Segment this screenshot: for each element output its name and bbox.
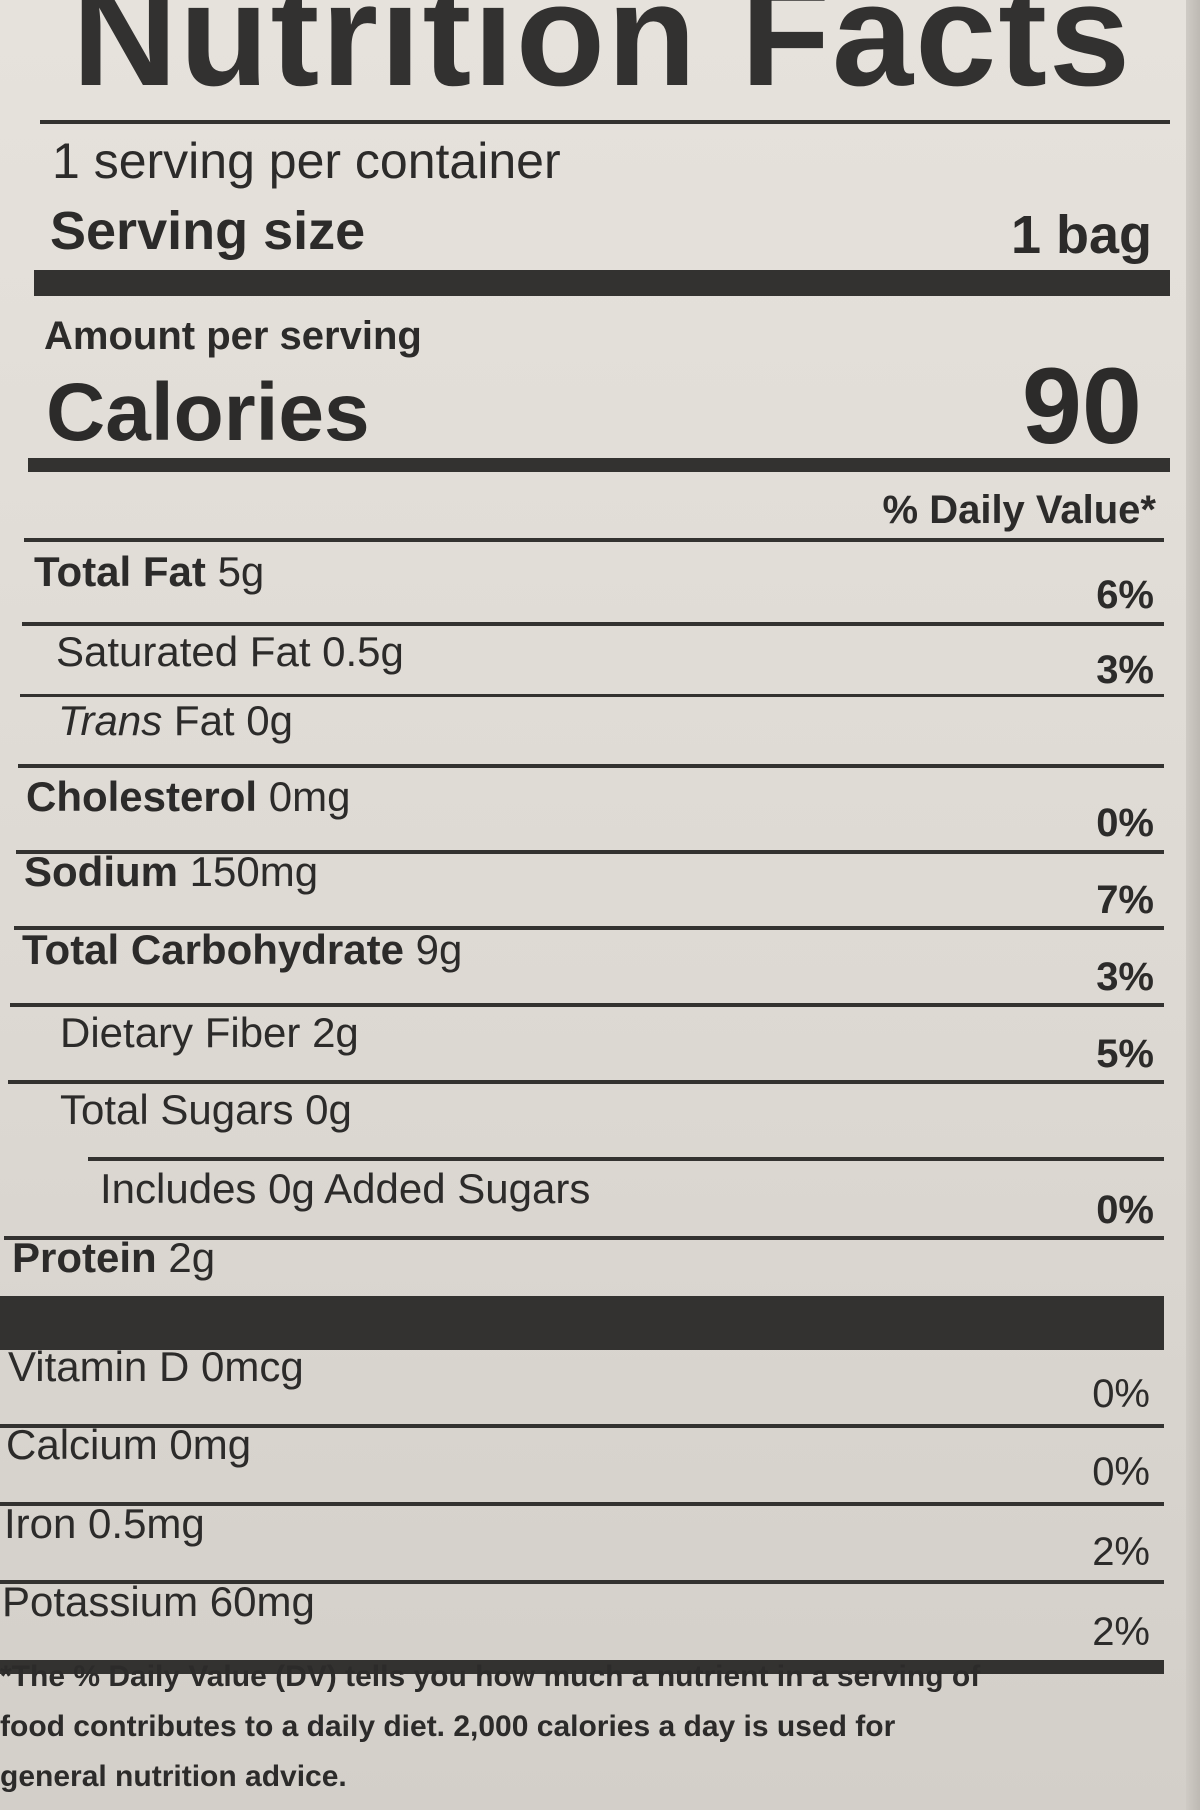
thick-rule-footnote bbox=[0, 1660, 1164, 1674]
row-rule bbox=[0, 1424, 1164, 1428]
vitamin-name: Potassium bbox=[2, 1578, 199, 1625]
vitamin-row-vitamin-d: Vitamin D 0mcg bbox=[8, 1346, 304, 1388]
nutrient-row-cholesterol: Cholesterol 0mg bbox=[26, 776, 350, 818]
vitamin-amount: 0mg bbox=[169, 1421, 252, 1468]
vitamin-amount: 0.5mg bbox=[88, 1500, 205, 1547]
vitamin-amount: 60mg bbox=[209, 1578, 315, 1625]
footnote-line-3: general nutrition advice. bbox=[0, 1760, 347, 1793]
nutrient-row-total-fat: Total Fat 5g bbox=[34, 551, 264, 593]
row-rule bbox=[10, 1003, 1164, 1007]
nutrient-amount: 0.5g bbox=[322, 628, 404, 675]
nutrient-dv-total-carbohydrate: 3% bbox=[1096, 955, 1154, 999]
row-rule bbox=[4, 1236, 1164, 1240]
nutrient-dv-sodium: 7% bbox=[1096, 878, 1154, 922]
vitamin-name: Vitamin D bbox=[8, 1343, 190, 1390]
nutrient-dv-added-sugars: 0% bbox=[1096, 1188, 1154, 1232]
nutrient-name: Includes 0g Added Sugars bbox=[100, 1165, 591, 1212]
nutrient-amount: 5g bbox=[217, 548, 265, 595]
label-edge-shadow bbox=[1186, 0, 1200, 1810]
nutrient-name: Saturated Fat bbox=[56, 628, 311, 675]
vitamin-row-calcium: Calcium 0mg bbox=[6, 1424, 251, 1466]
row-rule bbox=[16, 850, 1164, 854]
serving-size-value: 1 bag bbox=[1010, 205, 1152, 265]
amount-per-serving: Amount per serving bbox=[44, 314, 422, 358]
nutrient-row-trans-fat: Trans Fat 0g bbox=[58, 700, 293, 742]
vitamin-dv-calcium: 0% bbox=[1092, 1450, 1150, 1494]
row-rule bbox=[22, 622, 1164, 626]
nutrient-row-total-sugars: Total Sugars 0g bbox=[60, 1089, 352, 1131]
nutrient-dv-saturated-fat: 3% bbox=[1096, 648, 1154, 692]
nutrient-row-added-sugars: Includes 0g Added Sugars bbox=[100, 1168, 590, 1210]
row-rule bbox=[8, 1080, 1164, 1084]
thick-rule-calories bbox=[28, 458, 1170, 472]
nutrient-name: Cholesterol bbox=[26, 773, 258, 820]
nutrient-amount: 2g bbox=[168, 1234, 216, 1281]
vitamin-name: Iron bbox=[4, 1500, 77, 1547]
nutrient-amount: 2g bbox=[312, 1009, 359, 1056]
nutrient-name: Dietary Fiber bbox=[60, 1009, 301, 1056]
nutrient-row-protein: Protein 2g bbox=[12, 1237, 215, 1279]
row-rule bbox=[20, 694, 1164, 697]
nutrient-row-saturated-fat: Saturated Fat 0.5g bbox=[56, 631, 404, 673]
nutrient-amount: 0g bbox=[305, 1086, 352, 1133]
rule-dv-header bbox=[24, 538, 1164, 542]
daily-value-header: % Daily Value* bbox=[882, 488, 1156, 532]
nutrient-name: Sodium bbox=[24, 848, 178, 895]
nutrient-amount: 0g bbox=[246, 697, 293, 744]
nutrient-dv-dietary-fiber: 5% bbox=[1096, 1032, 1154, 1076]
vitamin-row-potassium: Potassium 60mg bbox=[2, 1581, 315, 1623]
nutrient-dv-cholesterol: 0% bbox=[1096, 801, 1154, 845]
nutrient-dv-total-fat: 6% bbox=[1096, 573, 1154, 617]
nutrient-amount: 150mg bbox=[189, 848, 319, 895]
vitamin-name: Calcium bbox=[6, 1421, 158, 1468]
vitamin-dv-vitamin-d: 0% bbox=[1092, 1372, 1150, 1416]
nutrient-name: Protein bbox=[12, 1234, 157, 1281]
row-rule bbox=[18, 764, 1164, 768]
vitamin-dv-iron: 2% bbox=[1092, 1530, 1150, 1574]
title-rule bbox=[40, 120, 1170, 124]
row-rule bbox=[0, 1502, 1164, 1506]
nutrient-name: Total Sugars bbox=[60, 1086, 294, 1133]
row-rule bbox=[0, 1580, 1164, 1584]
label-title: Nutrition Facts bbox=[72, 0, 1133, 116]
footnote-line-1: *The % Daily Value (DV) tells you how mu… bbox=[0, 1660, 981, 1693]
nutrient-row-total-carbohydrate: Total Carbohydrate 9g bbox=[22, 929, 462, 971]
nutrient-name: Total Fat bbox=[34, 548, 206, 595]
row-rule-sub bbox=[88, 1157, 1164, 1161]
footnote-line-2: food contributes to a daily diet. 2,000 … bbox=[0, 1710, 896, 1743]
nutrient-row-dietary-fiber: Dietary Fiber 2g bbox=[60, 1012, 359, 1054]
thick-rule-protein bbox=[0, 1296, 1164, 1350]
calories-label: Calories bbox=[46, 367, 370, 458]
vitamin-row-iron: Iron 0.5mg bbox=[4, 1503, 205, 1545]
vitamin-dv-potassium: 2% bbox=[1092, 1610, 1150, 1654]
nutrient-name: Trans bbox=[58, 697, 163, 744]
thick-rule-serving bbox=[34, 270, 1170, 296]
nutrient-name-rest: Fat bbox=[173, 697, 235, 744]
calories-value: 90 bbox=[1021, 345, 1142, 466]
row-rule bbox=[14, 926, 1164, 930]
vitamin-amount: 0mcg bbox=[200, 1343, 304, 1390]
nutrient-row-sodium: Sodium 150mg bbox=[24, 851, 318, 893]
servings-per-container: 1 serving per container bbox=[52, 133, 561, 189]
nutrient-amount: 0mg bbox=[268, 773, 351, 820]
nutrient-name: Total Carbohydrate bbox=[22, 926, 404, 973]
nutrient-amount: 9g bbox=[415, 926, 463, 973]
serving-size-label: Serving size bbox=[50, 201, 366, 261]
